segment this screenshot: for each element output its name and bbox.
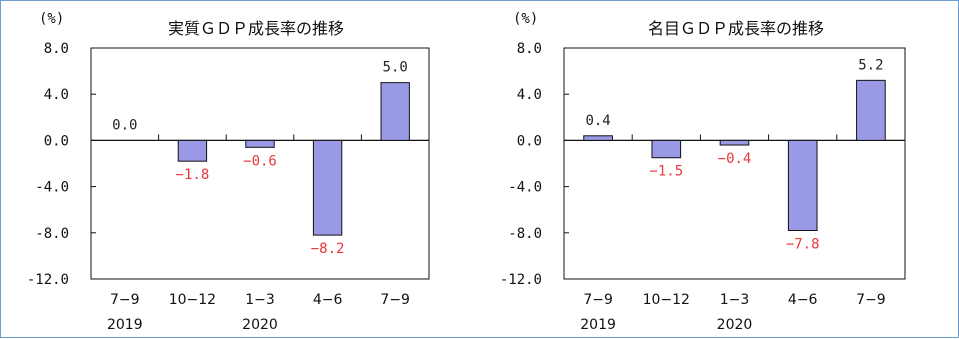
x-category-label: 10−12 [643,292,690,308]
data-label: −8.2 [311,241,345,257]
plot-area-border [563,47,906,280]
y-tick-label: 4.0 [44,87,69,103]
chart-title: 実質ＧＤＰ成長率の推移 [168,19,344,38]
y-tick-label: 0.0 [517,133,542,149]
bar [787,139,818,231]
y-tick-label: -12.0 [27,272,69,288]
data-label: 0.4 [585,113,610,129]
bar [651,139,682,159]
bar [312,139,343,236]
data-label: 5.2 [858,57,883,73]
x-year-label: 2020 [242,317,278,333]
x-category-label: 7−9 [583,292,613,308]
bar [583,135,613,141]
x-category-label: 1−3 [720,292,750,308]
bar [177,139,208,162]
y-tick-label: 8.0 [517,41,542,57]
y-tick-label: -12.0 [500,272,542,288]
bar [856,79,886,141]
y-tick-label: -4.0 [508,180,542,196]
data-label: −1.5 [649,164,683,180]
chart-1 [90,47,430,280]
chart-title: 名目ＧＤＰ成長率の推移 [648,19,824,38]
x-category-label: 7−9 [110,292,140,308]
plot-area-border [90,47,430,280]
x-year-label: 2019 [580,317,616,333]
y-unit-label: (%) [39,11,64,27]
data-label: −7.8 [786,236,820,252]
y-tick-label: 8.0 [44,41,69,57]
data-label: 5.0 [383,60,408,76]
x-category-label: 1−3 [245,292,275,308]
chart-2 [563,47,906,280]
data-label: −0.6 [243,153,277,169]
bar [719,139,750,146]
y-tick-label: -8.0 [35,226,69,242]
data-label: −1.8 [176,167,210,183]
x-category-label: 7−9 [856,292,886,308]
y-tick-label: 0.0 [44,133,69,149]
data-label: −0.4 [718,151,752,167]
x-category-label: 7−9 [380,292,410,308]
x-year-label: 2019 [107,317,143,333]
y-unit-label: (%) [513,11,538,27]
bar [380,82,410,141]
x-year-label: 2020 [717,317,753,333]
x-category-label: 4−6 [313,292,343,308]
x-category-label: 10−12 [169,292,216,308]
bar [245,139,275,148]
y-tick-label: 4.0 [517,87,542,103]
y-tick-label: -4.0 [35,180,69,196]
data-label: 0.0 [112,117,137,133]
y-tick-label: -8.0 [508,226,542,242]
x-category-label: 4−6 [788,292,818,308]
